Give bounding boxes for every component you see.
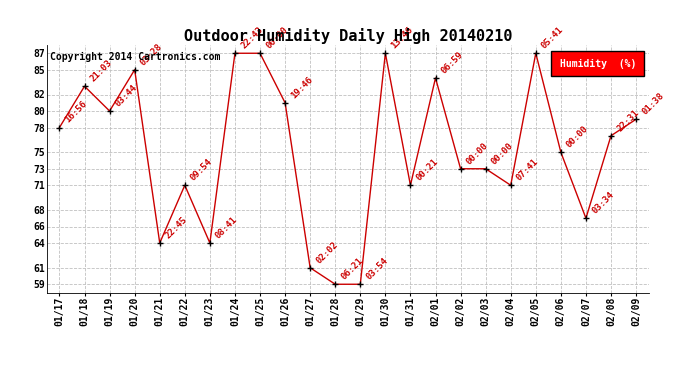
Text: 06:21: 06:21 — [339, 256, 365, 282]
Text: 00:00: 00:00 — [264, 25, 290, 51]
Text: 07:41: 07:41 — [515, 157, 540, 183]
Text: 03:28: 03:28 — [139, 42, 164, 67]
Text: 13:46: 13:46 — [390, 25, 415, 51]
Text: 00:21: 00:21 — [415, 157, 440, 183]
Text: 16:56: 16:56 — [63, 99, 89, 125]
Text: 03:34: 03:34 — [590, 190, 615, 216]
Text: 19:46: 19:46 — [289, 75, 315, 100]
Text: 05:41: 05:41 — [540, 25, 565, 51]
Text: 22:45: 22:45 — [164, 215, 189, 240]
Text: 06:59: 06:59 — [440, 50, 465, 75]
Text: 00:00: 00:00 — [465, 141, 490, 166]
Text: 08:41: 08:41 — [214, 215, 239, 240]
Text: 02:02: 02:02 — [315, 240, 339, 265]
Text: 00:00: 00:00 — [490, 141, 515, 166]
Text: 21:03: 21:03 — [89, 58, 114, 84]
Text: 22:43: 22:43 — [239, 25, 264, 51]
Text: 03:54: 03:54 — [364, 256, 390, 282]
Text: 03:44: 03:44 — [114, 83, 139, 108]
Title: Outdoor Humidity Daily High 20140210: Outdoor Humidity Daily High 20140210 — [184, 28, 512, 44]
Bar — [551, 51, 644, 76]
Text: 22:31: 22:31 — [615, 108, 640, 133]
Text: 09:54: 09:54 — [189, 157, 215, 183]
Text: 01:38: 01:38 — [640, 91, 666, 117]
Text: Humidity  (%): Humidity (%) — [560, 58, 636, 69]
Text: 00:00: 00:00 — [565, 124, 591, 150]
Text: Copyright 2014 Cartronics.com: Copyright 2014 Cartronics.com — [50, 53, 220, 63]
